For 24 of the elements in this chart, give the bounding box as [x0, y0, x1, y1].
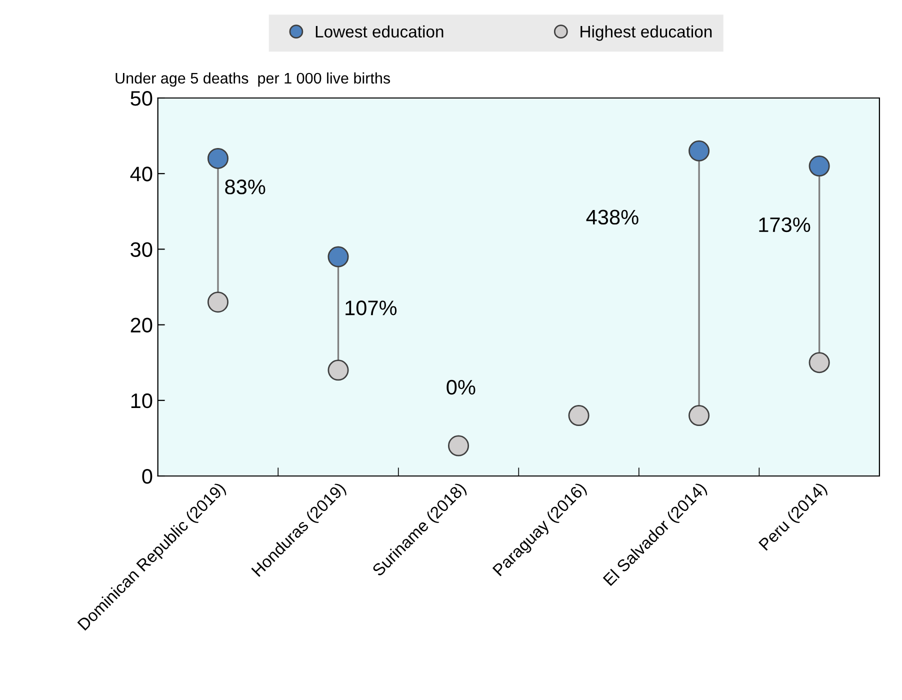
y-tick-label: 10 — [131, 393, 152, 408]
annotation: 438% — [586, 210, 638, 225]
annotation: 0% — [446, 380, 476, 395]
point — [328, 246, 349, 268]
point — [808, 352, 830, 374]
y-tick-label: 50 — [130, 91, 152, 106]
annotation: 83% — [225, 180, 266, 194]
point — [688, 405, 710, 426]
legend-label: Highest education — [580, 25, 712, 41]
legend-label: Lowest education — [316, 25, 444, 38]
point — [328, 360, 349, 381]
point — [688, 140, 710, 162]
point — [808, 156, 830, 177]
annotation: 107% — [346, 300, 397, 316]
point — [207, 148, 228, 169]
y-tick-label: 40 — [130, 166, 152, 182]
y-tick-label: 20 — [130, 318, 152, 333]
annotation: 173% — [759, 217, 810, 232]
y-axis-title: Under age 5 deaths per 1 000 live births — [116, 72, 390, 87]
point — [207, 292, 228, 313]
point — [568, 405, 590, 426]
y-tick-label: 0 — [142, 469, 152, 484]
point — [448, 435, 470, 456]
y-tick-label: 30 — [130, 242, 152, 257]
